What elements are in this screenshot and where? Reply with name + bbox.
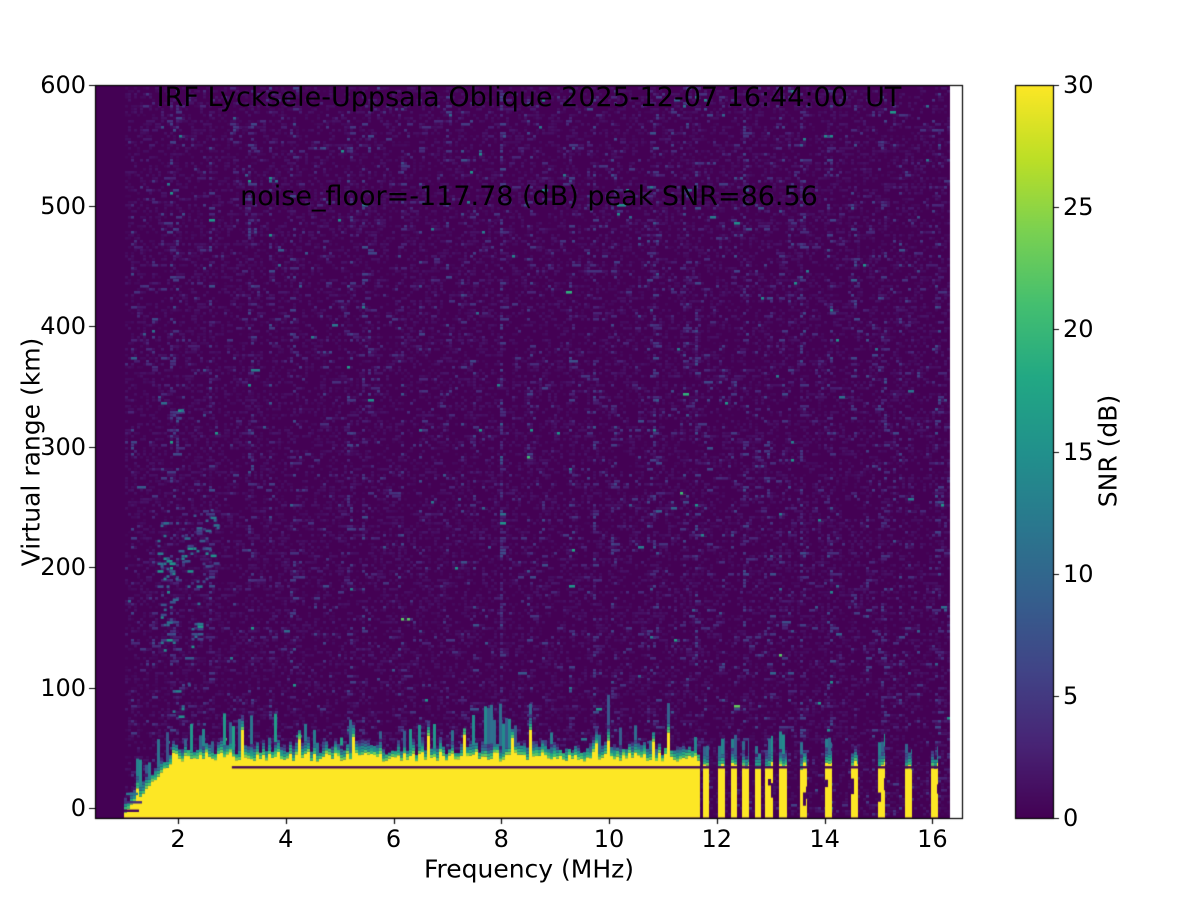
y-tick-label: 400 — [40, 312, 86, 341]
x-tick-label: 6 — [385, 825, 402, 853]
title-line-1: IRF Lycksele-Uppsala Oblique 2025-12-07 … — [156, 82, 902, 113]
y-tick-label: 300 — [40, 432, 86, 461]
colorbar-tick-label: 5 — [1063, 681, 1079, 710]
x-tick-label: 14 — [809, 825, 840, 853]
x-axis-label: Frequency (MHz) — [423, 854, 635, 884]
colorbar-tick-label: 10 — [1063, 559, 1094, 588]
x-tick-label: 2 — [170, 825, 186, 853]
x-tick-label: 12 — [701, 825, 733, 853]
colorbar-tick-label: 30 — [1063, 71, 1094, 99]
x-tick-label: 8 — [493, 825, 509, 853]
x-tick-label: 10 — [593, 825, 625, 853]
colorbar-tick-label: 15 — [1063, 437, 1094, 466]
colorbar-tick-label: 20 — [1063, 315, 1094, 344]
y-tick-label: 500 — [40, 191, 86, 220]
colorbar-tick-label: 25 — [1063, 193, 1094, 222]
colorbar-tick-label: 0 — [1063, 804, 1079, 832]
y-tick-label: 200 — [40, 553, 86, 582]
x-tick-label: 16 — [917, 825, 948, 853]
y-tick-label: 100 — [40, 673, 86, 702]
y-tick-label: 0 — [70, 794, 86, 823]
y-tick-label: 600 — [40, 71, 86, 99]
colorbar-label: SNR (dB) — [1093, 394, 1123, 508]
figure-title: IRF Lycksele-Uppsala Oblique 2025-12-07 … — [95, 15, 963, 279]
x-tick-label: 4 — [278, 825, 294, 853]
title-line-2: noise_floor=-117.78 (dB) peak SNR=86.56 — [240, 181, 818, 212]
